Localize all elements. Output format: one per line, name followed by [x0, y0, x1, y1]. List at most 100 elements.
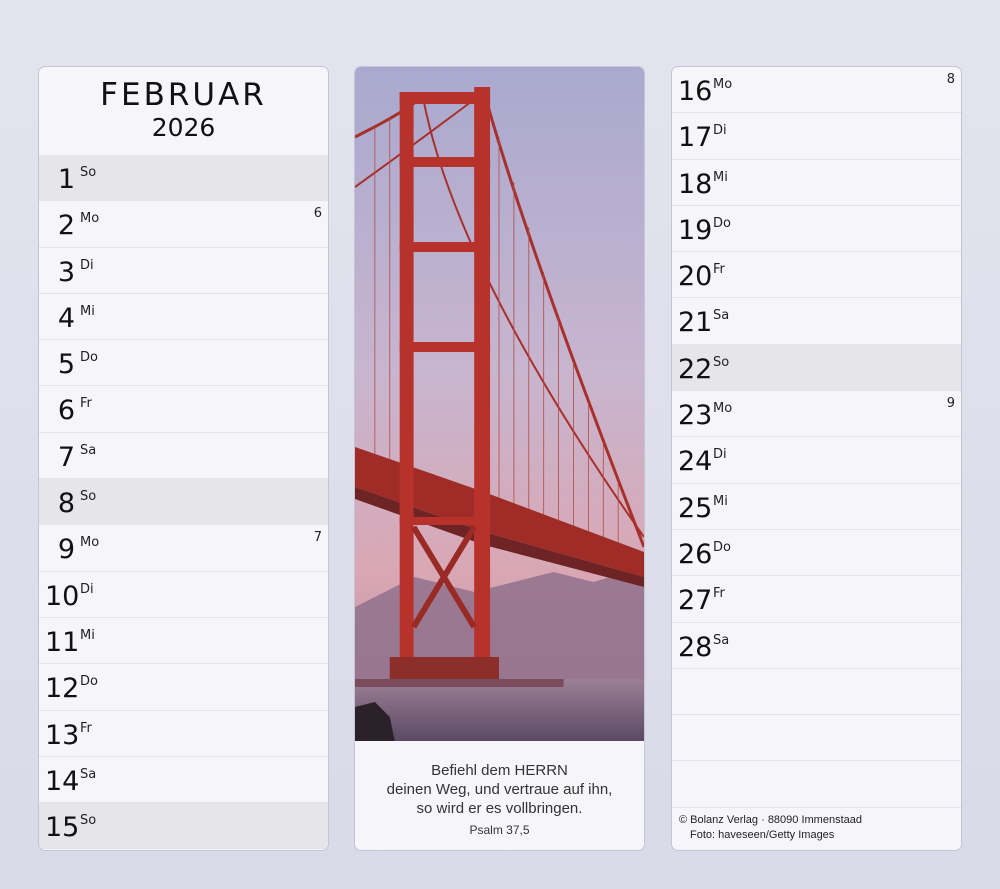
day-number: 11: [45, 626, 80, 658]
day-row[interactable]: 9 Mo 7: [39, 525, 328, 572]
day-row[interactable]: [672, 761, 961, 808]
golden-gate-bridge-photo: [355, 67, 644, 741]
year-title: 2026: [151, 113, 216, 142]
day-row[interactable]: 25 Mi: [672, 484, 961, 530]
weekday-label: Mi: [713, 493, 728, 509]
day-row[interactable]: 23 Mo 9: [672, 391, 961, 438]
weekday-label: Mo: [713, 77, 733, 92]
week-number: 6: [313, 206, 322, 222]
weekday-label: So: [713, 354, 730, 370]
weekday-label: Mi: [713, 169, 728, 185]
calendar-column-left: FEBRUAR 2026 1 So 2 Mo 6 3 Di 4 Mi 5 Do 6 Fr 7 Sa 8 So 9 M…: [38, 66, 329, 851]
weekday-label: Fr: [80, 396, 92, 412]
day-number: 12: [45, 673, 80, 705]
weekday-label: Sa: [713, 308, 730, 324]
week-number: 7: [313, 530, 322, 546]
day-number: 15: [45, 812, 80, 844]
weekday-label: Fr: [713, 262, 725, 278]
day-number: 10: [45, 580, 80, 612]
weekday-label: Mo: [80, 535, 100, 551]
weekday-label: Do: [80, 350, 98, 366]
day-row[interactable]: 18 Mi: [672, 160, 961, 206]
day-row[interactable]: 4 Mi: [39, 294, 328, 341]
day-number: 27: [678, 585, 713, 617]
day-number: 20: [678, 261, 713, 293]
weekday-label: So: [80, 165, 97, 180]
day-number: 18: [678, 168, 713, 200]
day-number: 1: [57, 164, 75, 195]
day-number: 5: [57, 349, 75, 381]
day-row[interactable]: 2 Mo 6: [39, 201, 328, 248]
day-number: 21: [678, 307, 713, 339]
day-row[interactable]: 17 Di: [672, 113, 961, 160]
day-number: 25: [678, 492, 713, 524]
month-title: FEBRUAR: [100, 77, 267, 113]
day-number: 24: [678, 446, 713, 478]
day-row[interactable]: 6 Fr: [39, 386, 328, 433]
day-row[interactable]: 5 Do: [39, 340, 328, 387]
day-row[interactable]: 15 So: [39, 803, 328, 850]
weekday-label: Fr: [80, 720, 92, 736]
day-number: 23: [678, 400, 713, 432]
weekday-label: Sa: [80, 766, 97, 782]
weekday-label: Sa: [713, 632, 730, 648]
publisher-credits: © Bolanz Verlag · 88090 Immenstaad Foto:…: [679, 813, 862, 843]
calendar-column-right: 16 Mo 8 17 Di 18 Mi 19 Do 20 Fr 21 Sa 22 So 23 Mo 9 24 Di 25…: [671, 66, 962, 851]
day-row[interactable]: 1 So: [39, 155, 328, 202]
day-number: 16: [678, 76, 713, 107]
day-row[interactable]: 14 Sa: [39, 757, 328, 804]
copyright: © Bolanz Verlag · 88090 Immenstaad: [679, 814, 862, 826]
day-row[interactable]: 16 Mo 8: [672, 67, 961, 114]
day-row[interactable]: [672, 715, 961, 762]
weekday-label: Di: [713, 123, 727, 139]
day-number: 6: [57, 395, 75, 427]
verse-line: deinen Weg, und vertraue auf ihn,: [386, 781, 613, 798]
day-number: 7: [57, 441, 75, 473]
weekday-label: Mo: [80, 211, 100, 227]
day-row[interactable]: 20 Fr: [672, 252, 961, 299]
weekday-label: Di: [80, 581, 94, 597]
day-number: 26: [678, 538, 713, 570]
day-number: 2: [57, 210, 75, 242]
day-row[interactable]: 7 Sa: [39, 433, 328, 480]
day-row[interactable]: 10 Di: [39, 572, 328, 618]
weekday-label: Mi: [80, 627, 95, 643]
day-row[interactable]: [672, 669, 961, 716]
weekday-label: Do: [713, 539, 731, 555]
day-row[interactable]: 28 Sa: [672, 623, 961, 669]
day-row[interactable]: 22 So: [672, 344, 961, 392]
day-row[interactable]: 27 Fr: [672, 576, 961, 623]
weekday-label: So: [80, 813, 97, 829]
day-row[interactable]: 3 Di: [39, 248, 328, 294]
day-row[interactable]: 24 Di: [672, 437, 961, 484]
day-row[interactable]: 11 Mi: [39, 618, 328, 665]
day-number: 9: [57, 534, 75, 566]
verse-line: so wird er es vollbringen.: [416, 800, 583, 817]
day-row[interactable]: 26 Do: [672, 530, 961, 577]
week-number: 8: [946, 72, 955, 87]
day-number: 14: [45, 765, 80, 797]
day-number: 13: [45, 719, 80, 751]
day-row[interactable]: 12 Do: [39, 664, 328, 711]
verse-line: Befiehl dem HERRN: [431, 762, 568, 779]
day-row[interactable]: 13 Fr: [39, 711, 328, 757]
day-row[interactable]: 21 Sa: [672, 298, 961, 345]
weekday-label: Do: [713, 215, 731, 231]
month-header: FEBRUAR 2026: [39, 67, 328, 155]
day-number: 22: [678, 353, 713, 385]
week-number: 9: [946, 396, 955, 412]
weekday-label: So: [80, 489, 97, 505]
day-number: 4: [57, 302, 75, 334]
photo-credit: Foto: haveseen/Getty Images: [690, 829, 835, 841]
day-number: 28: [678, 631, 713, 663]
weekday-label: Sa: [80, 442, 97, 458]
day-row[interactable]: 19 Do: [672, 206, 961, 253]
weekday-label: Mo: [713, 401, 733, 417]
bible-verse: Befiehl dem HERRN deinen Weg, und vertra…: [355, 741, 644, 840]
weekday-label: Fr: [713, 586, 725, 602]
day-row[interactable]: 8 So: [39, 479, 328, 526]
day-number: 17: [678, 122, 713, 154]
day-number: 19: [678, 214, 713, 246]
day-number: 3: [57, 256, 75, 288]
verse-reference: Psalm 37,5: [469, 823, 530, 837]
